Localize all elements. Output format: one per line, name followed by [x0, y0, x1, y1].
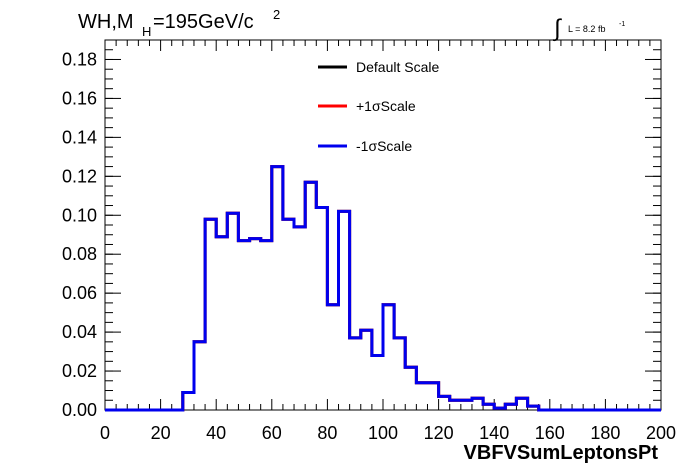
x-tick-label: 160: [535, 423, 565, 443]
series-line-0: [105, 165, 661, 412]
y-tick-label: 0.18: [62, 49, 97, 69]
y-tick-label: 0.04: [62, 322, 97, 342]
series-layer: [105, 165, 661, 412]
x-tick-label: 0: [100, 423, 110, 443]
luminosity-label: L = 8.2 fb: [568, 24, 605, 34]
axes: 0 20 40 60 80 100 120 140 160 180 200 0.00 0.02 0.04 0…: [62, 39, 676, 443]
legend-label-2: -1σScale: [356, 138, 412, 154]
x-tick-label: 120: [424, 423, 454, 443]
x-tick-label: 200: [646, 423, 676, 443]
y-tick-label: 0.02: [62, 361, 97, 381]
chart-title-subscript: H: [142, 24, 151, 39]
series-line-1: [105, 165, 661, 412]
y-tick-label: 0.14: [62, 127, 97, 147]
chart-title-main: WH,M: [78, 11, 134, 33]
y-tick-label: 0.12: [62, 166, 97, 186]
x-tick-label: 80: [317, 423, 337, 443]
series-line-2: [105, 165, 661, 412]
luminosity-superscript: -1: [619, 21, 625, 28]
y-tick-label: 0.10: [62, 205, 97, 225]
chart-title-value: =195GeV/c: [153, 11, 254, 33]
y-tick-label: 0.16: [62, 88, 97, 108]
legend-label-0: Default Scale: [356, 59, 439, 75]
legend: Default Scale +1σScale -1σScale: [318, 59, 439, 154]
y-tick-label: 0.08: [62, 244, 97, 264]
legend-label-1: +1σScale: [356, 98, 416, 114]
y-tick-label: 0.00: [62, 400, 97, 420]
x-tick-label: 40: [206, 423, 226, 443]
x-tick-label: 140: [479, 423, 509, 443]
integral-icon: ∫: [552, 15, 562, 42]
x-axis-label: VBFVSumLeptonsPt: [464, 442, 659, 464]
y-tick-label: 0.06: [62, 283, 97, 303]
x-tick-label: 180: [590, 423, 620, 443]
chart-title-superscript: 2: [273, 7, 280, 22]
x-tick-label: 20: [151, 423, 171, 443]
x-tick-label: 60: [262, 423, 282, 443]
x-tick-label: 100: [368, 423, 398, 443]
